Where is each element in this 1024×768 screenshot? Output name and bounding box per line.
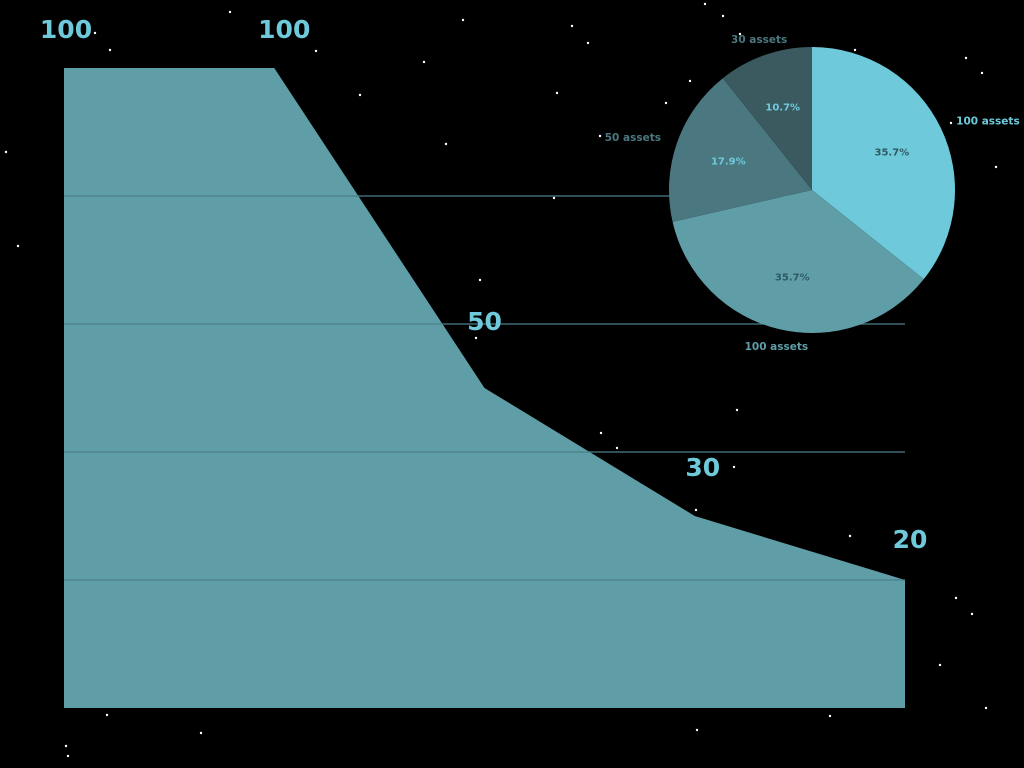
star: [105, 713, 109, 717]
star: [598, 134, 602, 138]
pie-slice-label: 50 assets: [605, 132, 661, 144]
star: [984, 706, 988, 710]
star: [703, 2, 707, 6]
star: [848, 534, 852, 538]
star: [555, 91, 559, 95]
star: [980, 71, 984, 75]
star: [732, 465, 736, 469]
star: [228, 10, 232, 14]
data-label: 50: [467, 307, 502, 336]
star: [474, 336, 478, 340]
data-label: 100: [40, 15, 92, 44]
pie-slice: [722, 47, 812, 190]
star: [738, 32, 742, 36]
star: [199, 731, 203, 735]
star: [828, 714, 832, 718]
star: [461, 18, 465, 22]
star: [664, 101, 668, 105]
pie-slice-label: 100 assets: [745, 341, 809, 353]
star: [358, 93, 362, 97]
star: [853, 48, 857, 52]
star: [949, 121, 953, 125]
star: [93, 31, 97, 35]
pie-slice: [812, 47, 955, 280]
star: [721, 14, 725, 18]
star: [964, 56, 968, 60]
star: [16, 244, 20, 248]
star: [478, 278, 482, 282]
pie-slice-label: 100 assets: [956, 116, 1020, 128]
star: [314, 49, 318, 53]
star: [615, 446, 619, 450]
star: [64, 744, 68, 748]
star: [570, 24, 574, 28]
star: [938, 663, 942, 667]
star: [108, 48, 112, 52]
star: [994, 165, 998, 169]
star: [695, 728, 699, 732]
star: [954, 596, 958, 600]
star: [444, 142, 448, 146]
star: [586, 41, 590, 45]
pie-slice-label: 30 assets: [731, 34, 787, 46]
star: [599, 431, 603, 435]
star: [4, 150, 8, 154]
star: [970, 612, 974, 616]
pie-percent-label: 35.7%: [875, 148, 910, 159]
star: [66, 754, 70, 758]
pie-slice: [672, 190, 924, 333]
pie-percent-label: 10.7%: [765, 102, 800, 113]
data-label: 20: [893, 525, 928, 554]
data-label: 30: [685, 453, 720, 482]
area-series: [64, 68, 905, 708]
star: [735, 408, 739, 412]
pie-chart: 35.7% 100 assets 35.7% 100 assets 17.9% 50 as…: [605, 34, 1020, 353]
pie-slice: [669, 78, 812, 222]
pie-percent-label: 17.9%: [711, 157, 746, 168]
star: [552, 196, 556, 200]
pie-percent-label: 35.7%: [775, 272, 810, 283]
area-chart: 100 100 50 30 20: [40, 15, 927, 708]
star: [688, 79, 692, 83]
star: [694, 508, 698, 512]
data-label: 100: [258, 15, 310, 44]
star: [422, 60, 426, 64]
